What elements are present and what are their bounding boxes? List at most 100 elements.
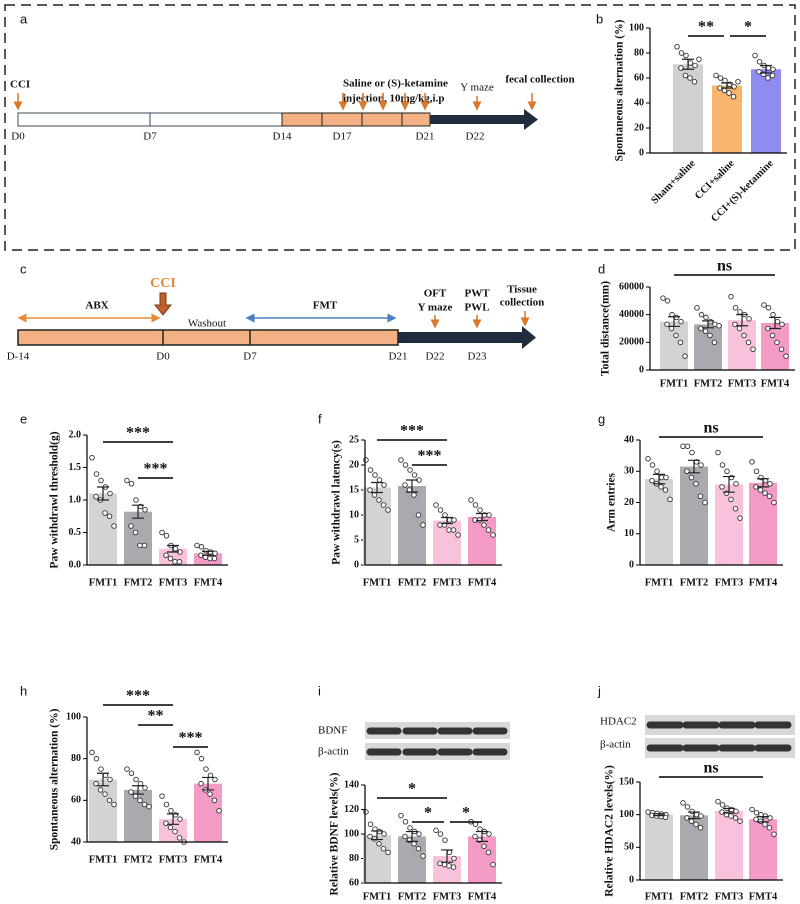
data-point <box>753 809 760 816</box>
y-tick-label: 60 <box>634 72 644 83</box>
panel-letter: h <box>20 683 27 698</box>
error-bar <box>682 58 694 70</box>
data-point <box>753 468 760 475</box>
data-point <box>490 861 496 868</box>
y-axis-label: Spontaneous alternation (%) <box>49 708 61 850</box>
data-point <box>713 72 719 79</box>
data-point <box>411 492 417 498</box>
day-label: D23 <box>468 351 487 363</box>
data-point <box>207 555 213 562</box>
blot-band <box>366 727 508 756</box>
day-label: D7 <box>143 131 157 143</box>
y-tick-label: 60000 <box>619 281 644 292</box>
data-point <box>124 766 130 772</box>
x-tick-label: FMT4 <box>749 577 778 588</box>
data-point <box>376 828 383 835</box>
blot-band <box>646 721 792 752</box>
data-point <box>407 467 413 473</box>
data-point <box>737 309 743 315</box>
y-tick-label: 40 <box>71 836 81 847</box>
data-point <box>128 481 135 487</box>
data-point <box>677 339 684 346</box>
blot-label: β-actin <box>318 746 349 758</box>
data-point <box>687 60 694 66</box>
data-point <box>761 302 767 308</box>
event-label: PWT <box>464 288 490 300</box>
data-point <box>472 502 479 508</box>
data-point <box>688 818 695 824</box>
day-label: D17 <box>333 131 352 143</box>
x-tick-label: FMT4 <box>468 577 497 588</box>
data-point <box>93 780 99 787</box>
data-point <box>702 499 708 506</box>
data-point <box>767 481 773 487</box>
data-point <box>198 755 205 762</box>
data-point <box>753 816 759 822</box>
y-tick-label: 60 <box>71 795 81 806</box>
blot-label: β-actin <box>600 739 631 751</box>
data-point <box>137 542 143 549</box>
data-point <box>177 816 183 822</box>
x-tick-label: FMT3 <box>728 378 757 389</box>
data-point <box>433 827 439 834</box>
y-tick-label: 20 <box>634 122 644 133</box>
event-label: injection, 10mg/kg,i.p <box>343 93 444 105</box>
blot-label: BDNF <box>318 725 347 737</box>
data-point <box>762 821 768 828</box>
data-point <box>376 497 382 503</box>
data-point <box>649 477 655 484</box>
bar <box>124 789 152 842</box>
day-label: D21 <box>389 351 408 363</box>
data-point <box>446 517 453 523</box>
error-bar <box>167 544 179 553</box>
significance-label: ns <box>703 760 718 777</box>
data-point <box>719 462 726 468</box>
blot-i: BDNF β-actin <box>318 722 510 760</box>
data-point <box>715 798 721 805</box>
error-bar <box>653 813 665 817</box>
y-tick-label: 100 <box>629 22 644 33</box>
segment <box>17 329 399 346</box>
data-point <box>698 813 704 819</box>
data-point <box>132 529 139 536</box>
data-point <box>723 490 730 496</box>
error-bar <box>97 486 109 501</box>
data-point <box>682 72 689 79</box>
data-point <box>176 559 183 565</box>
x-tick-label: FMT3 <box>433 891 462 902</box>
y-tick-label: 5 <box>354 534 359 545</box>
x-tick-label: FMT1 <box>645 577 674 588</box>
day-label: D-14 <box>7 351 30 363</box>
data-point <box>673 332 679 339</box>
data-point <box>688 474 695 481</box>
data-point <box>717 75 724 81</box>
panel-letter: f <box>318 411 322 426</box>
data-point <box>111 801 117 808</box>
panel-letters: a b c d e f g h i j <box>20 11 605 698</box>
x-tick-label: FMT2 <box>694 378 723 389</box>
data-point <box>442 512 448 518</box>
x-tick-label: FMT3 <box>715 891 744 902</box>
data-point <box>678 318 684 325</box>
blot-strip <box>365 722 510 739</box>
data-point <box>678 50 685 56</box>
data-point <box>658 484 664 490</box>
data-point <box>176 835 183 841</box>
data-point <box>778 346 785 353</box>
data-point <box>98 766 104 772</box>
error-bar <box>736 314 748 327</box>
data-point <box>159 529 165 536</box>
data-point <box>730 93 737 100</box>
data-point <box>398 812 404 819</box>
significance-label: * <box>424 805 432 822</box>
significance-label: * <box>408 781 416 798</box>
error-bar <box>406 479 418 493</box>
significance-label: *** <box>400 423 424 440</box>
data-point <box>89 749 95 756</box>
data-point <box>698 311 705 318</box>
data-point <box>719 484 725 490</box>
data-point <box>376 477 383 483</box>
error-bar <box>702 320 714 329</box>
data-point <box>745 339 752 346</box>
